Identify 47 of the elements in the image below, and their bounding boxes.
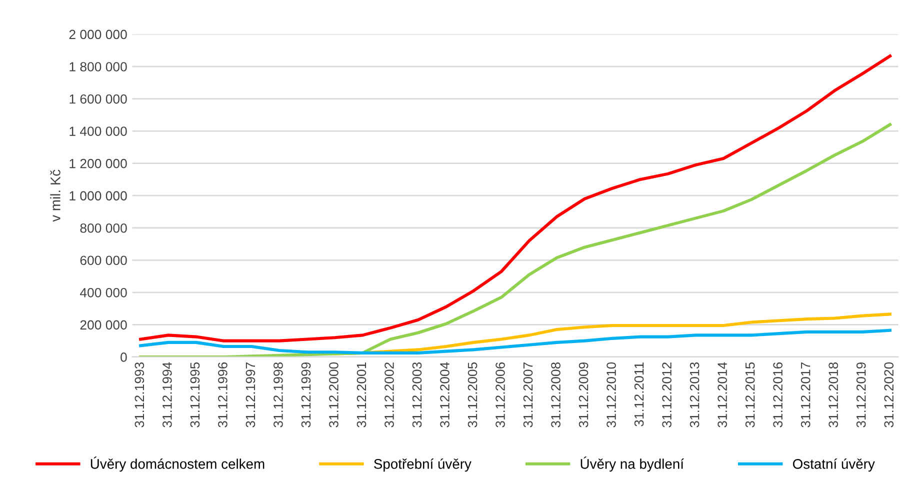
- x-tick-label: 31.12.1995: [190, 362, 200, 428]
- x-tick-label: 31.12.1996: [218, 362, 228, 428]
- x-tick-label: 31.12.2002: [384, 362, 394, 428]
- x-tick-label: 31.12.2006: [496, 362, 505, 428]
- y-tick-label: 200 000: [80, 320, 127, 330]
- x-tick-label: 31.12.2009: [578, 362, 588, 428]
- y-tick-label: 1 400 000: [70, 126, 127, 136]
- x-tick-label: 31.12.2019: [856, 362, 866, 428]
- y-tick-label: 2 000 000: [69, 30, 127, 40]
- y-axis-title: v mil. Kč: [50, 170, 60, 222]
- x-tick-label: 31.12.1994: [162, 362, 172, 428]
- x-tick-label: 31.12.2012: [662, 362, 672, 428]
- y-tick-label: 600 000: [80, 256, 127, 266]
- line-series: [139, 123, 892, 357]
- y-tick-label: 1 000 000: [70, 191, 127, 201]
- x-tick-label: 31.12.1997: [246, 362, 256, 428]
- x-tick-label: 31.12.2018: [828, 362, 838, 428]
- x-tick-label: 31.12.2010: [606, 362, 616, 428]
- x-tick-label: 31.12.2000: [329, 362, 338, 428]
- legend-label: Úvěry na bydlení: [580, 456, 684, 472]
- legend-label: Spotřební úvěry: [374, 458, 472, 472]
- y-tick-label: 400 000: [80, 288, 127, 298]
- x-tick-label: 31.12.2007: [523, 362, 533, 428]
- x-tick-label: 31.12.2008: [551, 362, 560, 428]
- x-tick-label: 31.12.2020: [884, 362, 894, 428]
- x-tick-label: 31.12.2015: [745, 362, 755, 428]
- x-tick-label: 31.12.2011: [634, 362, 644, 426]
- x-tick-label: 31.12.1999: [301, 362, 311, 428]
- x-tick-label: 31.12.1998: [274, 362, 283, 428]
- line-series: [139, 54, 892, 342]
- legend-label: Úvěry domácnostem celkem: [90, 456, 264, 472]
- x-tick-label: 31.12.2001: [356, 362, 366, 428]
- y-tick-label: 1 600 000: [70, 94, 127, 104]
- x-tick-label: 31.12.2003: [412, 362, 422, 428]
- y-tick-label: 1 800 000: [70, 62, 127, 72]
- x-tick-label: 31.12.2016: [773, 362, 783, 428]
- x-tick-label: 31.12.1993: [134, 362, 144, 428]
- x-tick-label: 31.12.2013: [690, 362, 700, 428]
- legend-label: Ostatní úvěry: [792, 458, 875, 472]
- x-tick-label: 31.12.2014: [718, 362, 727, 428]
- x-tick-label: 31.12.2004: [440, 362, 450, 428]
- x-tick-label: 31.12.2017: [800, 362, 810, 428]
- y-tick-label: 800 000: [80, 223, 127, 233]
- x-tick-label: 31.12.2005: [468, 362, 478, 428]
- y-tick-label: 0: [120, 352, 127, 362]
- line-series: [139, 328, 892, 354]
- y-tick-label: 1 200 000: [70, 158, 127, 168]
